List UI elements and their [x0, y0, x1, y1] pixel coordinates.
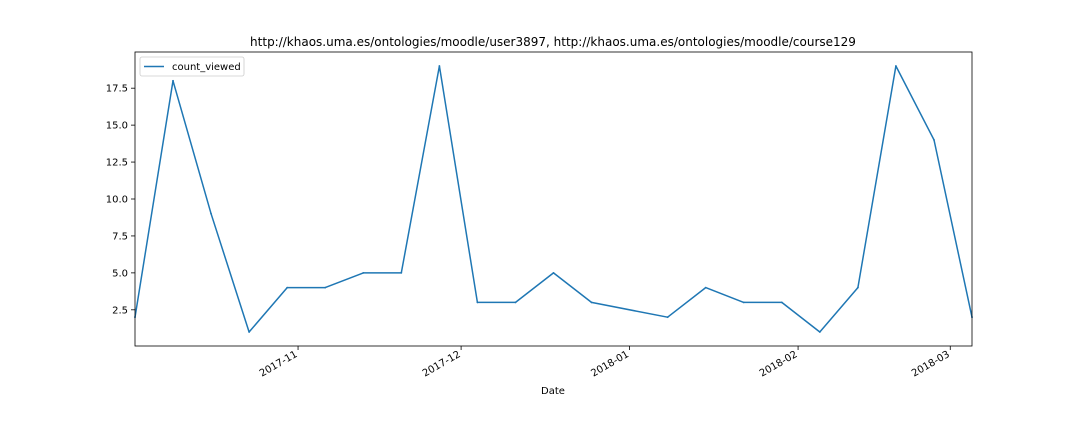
data-point [895, 65, 897, 67]
data-point [552, 271, 555, 274]
y-tick-label: 7.5 [112, 231, 128, 242]
data-point [742, 301, 745, 304]
series-layer [134, 65, 973, 333]
data-point [210, 212, 212, 215]
y-tick-label: 17.5 [106, 84, 128, 95]
y-tick-label: 10.0 [106, 195, 128, 206]
data-point [933, 139, 935, 141]
data-point [438, 65, 441, 67]
x-axis-label: Date [541, 386, 565, 397]
data-point [818, 331, 821, 333]
data-point [324, 286, 327, 289]
y-tick-label: 5.0 [112, 268, 128, 279]
x-tick-label: 2018-02 [758, 349, 800, 379]
data-point [780, 301, 783, 304]
data-point [248, 331, 251, 333]
series-line-count_viewed [134, 65, 973, 333]
data-point [704, 286, 707, 289]
y-tick-label: 12.5 [106, 158, 128, 169]
data-point [400, 271, 403, 274]
x-tick-label: 2018-03 [910, 349, 952, 379]
data-point [476, 301, 479, 304]
legend-box [139, 56, 245, 77]
y-tick-label: 2.5 [112, 305, 128, 316]
legend-label: count_viewed [172, 62, 241, 73]
data-point [362, 271, 365, 274]
data-point [590, 301, 593, 304]
chart-title: http://khaos.uma.es/ontologies/moodle/us… [250, 35, 856, 49]
x-tick-label: 2017-11 [258, 349, 300, 379]
x-tick-label: 2018-01 [589, 349, 631, 379]
data-point [856, 286, 859, 289]
data-point [172, 79, 174, 82]
y-tick-label: 15.0 [106, 121, 128, 132]
y-axis: 2.5 5.0 7.5 10.0 12.5 15.0 17.5 [106, 84, 135, 316]
plot-frame [134, 51, 973, 347]
data-point [286, 286, 289, 289]
x-axis: 2017-11 2017-12 2018-01 2018-02 2018-03 [258, 346, 952, 379]
data-point [666, 316, 669, 319]
x-tick-label: 2017-12 [421, 349, 463, 379]
data-point [514, 301, 517, 304]
legend: count_viewed [139, 56, 245, 77]
